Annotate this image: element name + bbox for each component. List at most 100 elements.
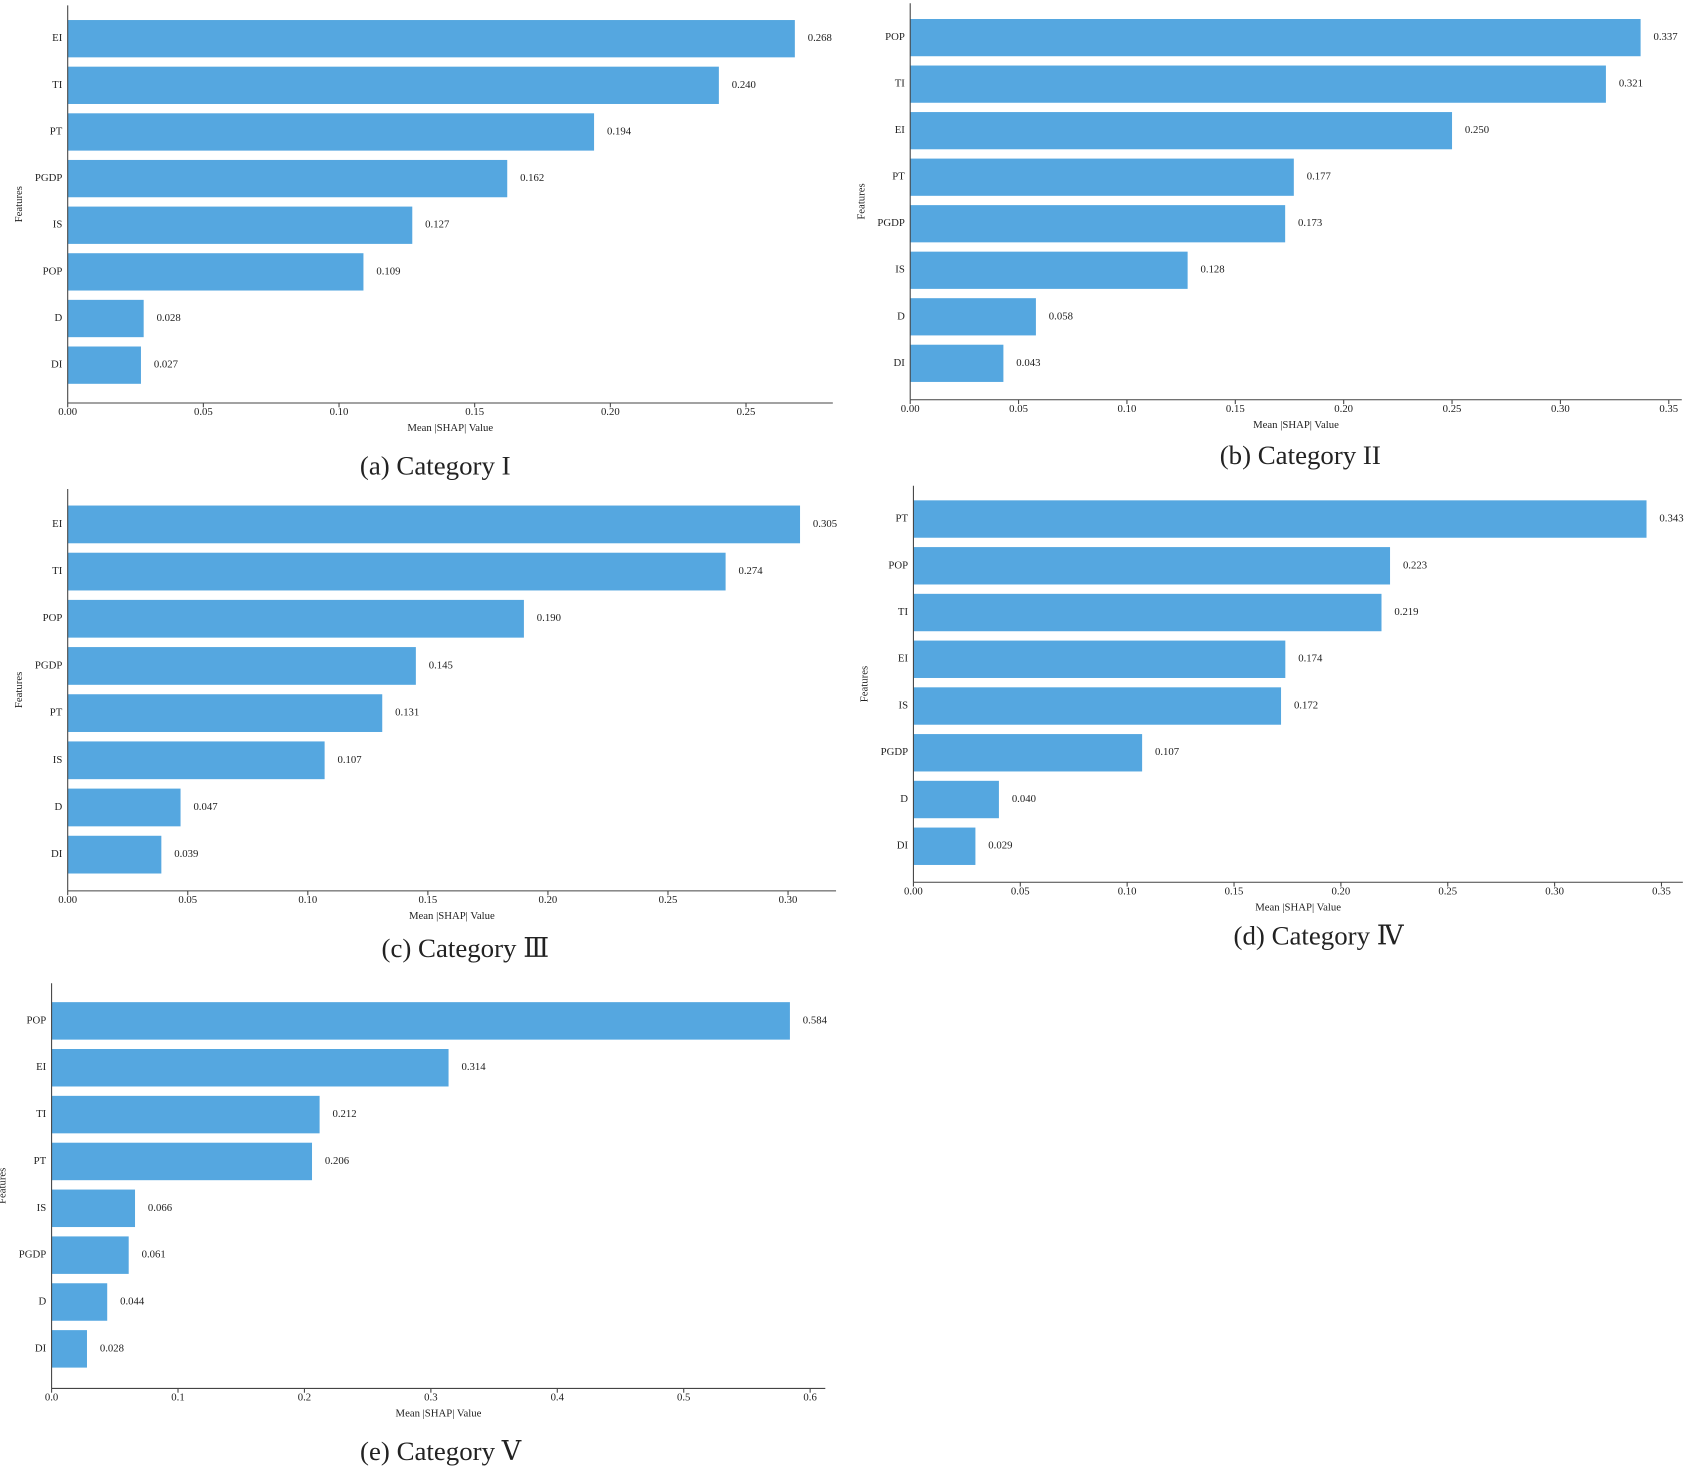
bar [51,1142,313,1181]
y-tick-label: TI [52,79,63,91]
value-label: 0.343 [1659,513,1683,525]
x-tick-label: 0.00 [901,403,920,415]
y-tick-label: POP [27,1014,47,1026]
y-tick-label: IS [899,699,909,711]
y-tick-label: EI [52,32,63,44]
value-label: 0.206 [325,1155,350,1167]
value-label: 0.043 [1016,357,1040,369]
value-label: 0.172 [1294,699,1318,711]
bar [51,1236,129,1274]
bar [910,18,1641,57]
value-label: 0.321 [1619,78,1643,90]
y-tick-label: DI [897,840,909,852]
y-tick-label: PT [34,1155,47,1167]
bar [913,780,999,819]
y-tick-label: D [38,1295,46,1307]
value-label: 0.240 [732,79,756,91]
value-label: 0.173 [1298,217,1322,229]
value-label: 0.066 [148,1202,173,1214]
caption: (a) Category I [360,451,511,481]
x-tick-label: 0.30 [779,894,798,906]
value-label: 0.047 [193,801,218,813]
value-label: 0.127 [425,219,450,231]
x-tick-label: 0.15 [465,406,484,418]
bar [67,788,181,827]
x-axis-label: Mean |SHAP| Value [407,422,493,434]
bar [910,298,1036,336]
y-tick-label: PT [50,707,63,719]
value-label: 0.584 [803,1014,828,1026]
x-tick-label: 0.20 [1334,403,1353,415]
y-axis-label: Features [13,672,25,708]
y-tick-label: PGDP [19,1249,46,1261]
bar [67,20,795,58]
y-axis-label: Features [855,183,867,219]
bar [67,346,141,384]
bar [67,835,162,874]
x-tick-label: 0.10 [1118,885,1137,897]
value-label: 0.194 [607,125,632,137]
bar [67,552,726,591]
value-label: 0.028 [157,312,181,324]
figure-body: EI 0.268 TI 0.240 PT 0.194 PGDP 0.162 IS 0.127 POP… [0,3,1684,1466]
x-tick-label: 0.30 [1545,885,1564,897]
x-tick-label: 0.5 [677,1392,690,1404]
value-label: 0.107 [338,754,363,766]
y-tick-label: PGDP [881,746,908,758]
bar [910,112,1453,150]
x-tick-label: 0.35 [1652,885,1671,897]
caption: (c) Category Ⅲ [382,933,550,963]
bar [67,299,144,338]
value-label: 0.219 [1394,606,1418,618]
x-tick-label: 0.20 [539,894,558,906]
y-tick-label: IS [53,754,63,766]
y-axis-label: Features [13,186,25,222]
value-label: 0.190 [537,612,561,624]
x-tick-label: 0.0 [45,1392,58,1404]
bar [67,159,508,198]
value-label: 0.128 [1201,264,1225,276]
x-tick-label: 0.15 [1225,885,1244,897]
bar [910,205,1286,243]
bar [913,593,1382,632]
x-axis-label: Mean |SHAP| Value [1253,419,1339,431]
value-label: 0.061 [142,1249,166,1261]
value-label: 0.039 [174,848,198,860]
x-tick-label: 0.3 [424,1392,437,1404]
value-label: 0.268 [808,32,832,44]
bar [910,158,1294,196]
y-tick-label: DI [51,359,63,371]
y-tick-label: POP [885,31,905,43]
x-tick-label: 0.35 [1659,403,1678,415]
x-axis-label: Mean |SHAP| Value [396,1408,482,1420]
x-tick-label: 0.10 [298,894,317,906]
y-tick-label: PT [896,513,909,525]
y-tick-label: TI [898,606,909,618]
bar [913,640,1286,678]
bar [910,344,1004,382]
x-tick-label: 0.05 [1009,403,1028,415]
x-axis-label: Mean |SHAP| Value [409,910,495,922]
y-tick-label: D [55,801,63,813]
y-tick-label: TI [36,1108,47,1120]
bar [67,647,416,685]
bar [913,734,1143,772]
value-label: 0.274 [738,565,763,577]
bar [67,206,413,244]
y-tick-label: PT [50,125,63,137]
x-tick-label: 0.15 [1226,403,1245,415]
bar [913,687,1282,725]
y-tick-label: POP [43,265,63,277]
y-tick-label: EI [36,1061,47,1073]
x-axis-label: Mean |SHAP| Value [1255,902,1341,914]
y-tick-label: PT [892,171,905,183]
bar [67,505,801,544]
value-label: 0.109 [376,265,400,277]
x-tick-label: 0.00 [58,894,77,906]
bar [913,500,1647,538]
x-tick-label: 0.20 [1331,885,1350,897]
y-tick-label: EI [895,124,906,136]
x-tick-label: 0.05 [194,406,213,418]
x-tick-label: 0.25 [1443,403,1462,415]
x-tick-label: 0.1 [171,1392,184,1404]
